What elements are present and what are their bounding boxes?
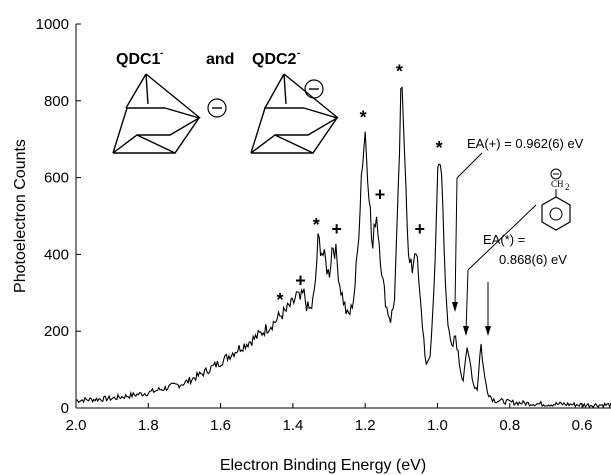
peak-marker-plus: + — [331, 219, 342, 239]
y-tick-label: 800 — [44, 93, 69, 110]
ea-star-label-line2: 0.868(6) eV — [499, 252, 567, 267]
peak-marker-star: * — [277, 290, 284, 310]
y-tick-label: 200 — [44, 323, 69, 340]
ea-star-annotation: EA(*) = 0.868(6) eV — [483, 232, 567, 336]
qdc1-structure — [112, 73, 201, 154]
peak-marker-plus: + — [415, 219, 426, 239]
x-tick-label: 0.8 — [499, 417, 520, 434]
y-tick-label: 0 — [61, 400, 69, 417]
peak-marker-star: * — [313, 215, 320, 235]
ea-star-label-line1: EA(*) = — [483, 232, 525, 247]
peak-marker-star: * — [436, 138, 443, 158]
x-tick-label: 0.6 — [572, 417, 593, 434]
plot-axes — [75, 24, 611, 409]
title-qdc2: QDC2 — [252, 51, 297, 68]
benzyl-ch2-sub: 2 — [565, 182, 570, 192]
x-tick-label: 1.4 — [282, 417, 303, 434]
title-qdc2-sup: - — [297, 48, 300, 59]
x-tick-label: 1.8 — [138, 417, 159, 434]
peak-marker-star: * — [360, 108, 367, 128]
qdc1-anion-icon — [207, 98, 227, 118]
benzyl-ch2-label: CH — [551, 179, 564, 189]
qdc2-structure — [250, 73, 339, 154]
ea-plus-label: EA(+) = 0.962(6) eV — [467, 136, 584, 151]
x-tick-label: 1.6 — [210, 417, 231, 434]
benzyl-structure: CH 2 — [463, 168, 571, 336]
spectrum-line — [75, 86, 611, 409]
y-tick-label: 1000 — [36, 16, 69, 33]
peak-markers: * + * + * + * + * — [277, 61, 443, 309]
peak-marker-star: * — [396, 61, 403, 81]
y-axis-title: Photoelectron Counts — [12, 139, 29, 293]
y-tick-label: 600 — [44, 170, 69, 187]
x-tick-label: 2.0 — [66, 417, 87, 434]
qdc2-anion-icon — [304, 79, 324, 99]
y-ticks: 0 200 400 600 800 1000 — [36, 16, 81, 417]
y-tick-label: 400 — [44, 246, 69, 263]
x-tick-label: 1.0 — [427, 417, 448, 434]
peak-marker-plus: + — [295, 271, 306, 291]
ea-plus-annotation: EA(+) = 0.962(6) eV — [452, 136, 584, 312]
x-ticks: 2.0 1.8 1.6 1.4 1.2 1.0 0.8 0.6 — [66, 403, 593, 434]
x-tick-label: 1.2 — [355, 417, 376, 434]
title-qdc1: QDC1 — [116, 51, 161, 68]
peak-marker-plus: + — [375, 184, 386, 204]
x-axis-title: Electron Binding Energy (eV) — [220, 457, 426, 474]
title-qdc1-sup: - — [160, 48, 163, 59]
title-and: and — [206, 51, 234, 68]
molecule-title: QDC1 - and QDC2 - — [116, 48, 300, 68]
